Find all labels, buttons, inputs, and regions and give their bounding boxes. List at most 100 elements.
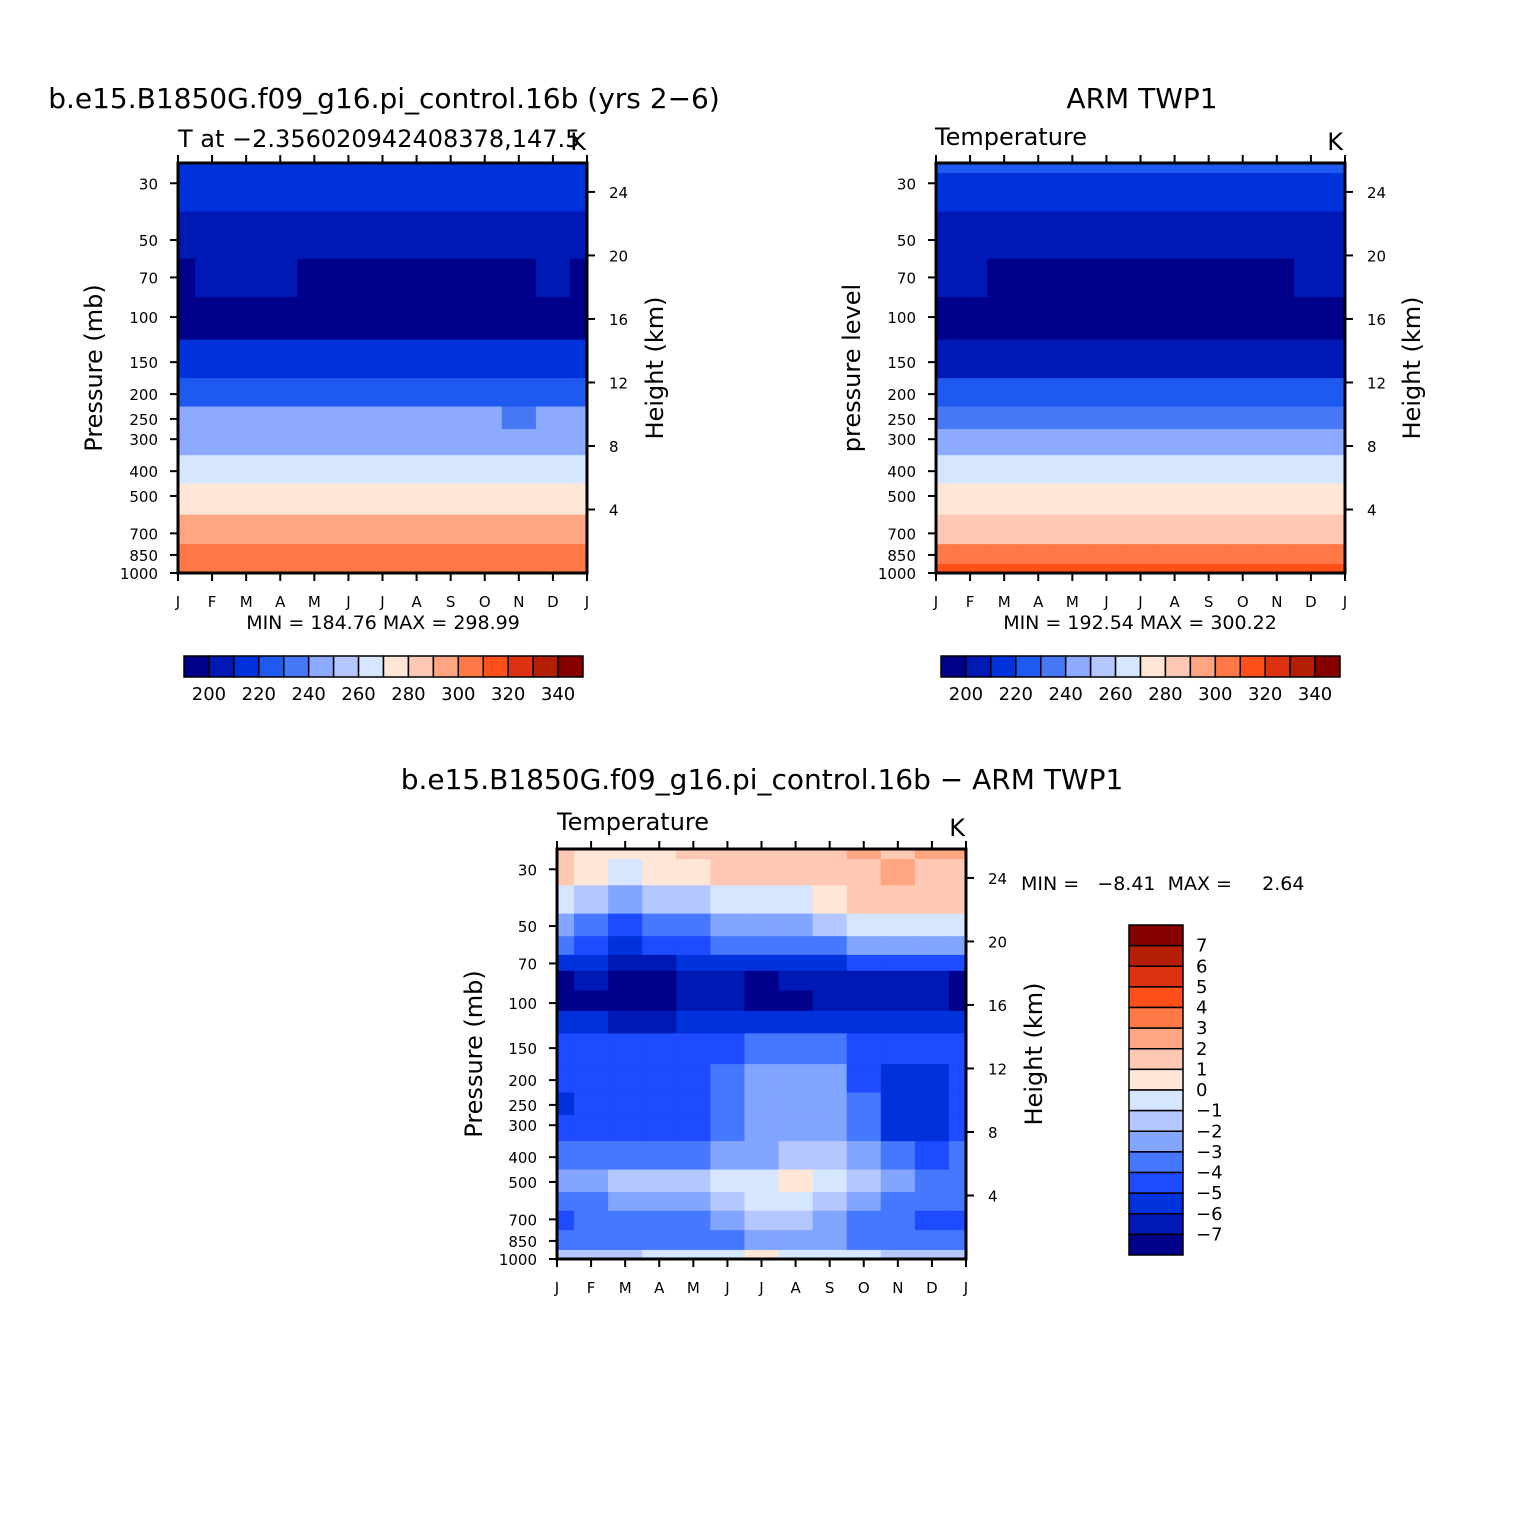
colorbar-box xyxy=(1128,1027,1184,1050)
colorbar-label: 340 xyxy=(541,684,575,705)
x-tick-label: J xyxy=(345,593,350,611)
heatmap-cell xyxy=(365,544,401,565)
colorbar-box xyxy=(940,655,967,678)
heatmap-cell xyxy=(744,1064,780,1094)
heatmap-cell xyxy=(846,1192,882,1212)
heatmap-cell xyxy=(948,936,967,956)
heatmap-cell xyxy=(433,173,469,213)
heatmap-cell xyxy=(1293,173,1329,213)
heatmap-cell xyxy=(467,211,503,260)
x-tick-label: J xyxy=(1137,593,1142,611)
colorbar-label: 260 xyxy=(341,684,375,705)
heatmap-cell xyxy=(778,1249,814,1260)
heatmap-cell xyxy=(229,163,264,174)
x-tick-label: O xyxy=(858,1279,870,1297)
y-tick-label: 30 xyxy=(518,861,537,879)
heatmap-cell xyxy=(778,1230,814,1251)
heatmap-cell xyxy=(948,954,967,972)
heatmap-cell xyxy=(880,1210,916,1231)
heatmap-cell xyxy=(953,339,988,379)
heatmap-cell xyxy=(744,1092,780,1116)
heatmap-cell xyxy=(501,378,537,408)
heatmap-cell xyxy=(880,913,916,937)
heatmap-cell xyxy=(676,1092,711,1116)
heatmap-cell xyxy=(365,339,401,379)
heatmap-cell xyxy=(195,455,230,485)
x-tick-label: S xyxy=(1204,593,1214,611)
heatmap-cell xyxy=(608,1115,643,1142)
heatmap-cell xyxy=(1089,339,1125,379)
heatmap-cell xyxy=(846,1092,882,1116)
heatmap-cell xyxy=(676,936,711,956)
heatmap-cell xyxy=(812,1249,848,1260)
x-tick-label: J xyxy=(758,1279,763,1297)
heatmap-cell xyxy=(297,339,332,379)
heatmap-cell xyxy=(574,885,609,915)
heatmap-cell xyxy=(433,163,469,174)
colorbar-box xyxy=(1128,1068,1184,1091)
heatmap-cell xyxy=(1327,544,1346,565)
heatmap-cell xyxy=(710,1033,746,1065)
heatmap-cell xyxy=(557,936,575,956)
heatmap-cell xyxy=(914,1010,950,1034)
heatmap-cell xyxy=(535,544,571,565)
heatmap-cell xyxy=(744,1210,780,1231)
heatmap-cell xyxy=(574,990,609,1012)
panel1-title: b.e15.B1850G.f09_g16.pi_control.16b (yrs… xyxy=(48,82,720,115)
heatmap-cell xyxy=(608,936,643,956)
heatmap-cell xyxy=(178,544,196,565)
heatmap-cell xyxy=(1157,173,1193,213)
colorbar-label: −1 xyxy=(1196,1101,1223,1122)
heatmap-cell xyxy=(297,544,332,565)
colorbar-label: 2 xyxy=(1196,1039,1207,1060)
y-tick-label: 1000 xyxy=(499,1251,537,1269)
heatmap-cell xyxy=(948,1169,967,1193)
colorbar-box xyxy=(283,655,310,678)
heatmap-cell xyxy=(1055,563,1090,574)
heatmap-cell xyxy=(229,173,264,213)
heatmap-cell xyxy=(1327,514,1346,545)
heatmap-cell xyxy=(914,954,950,972)
colorbar-box xyxy=(1040,655,1067,678)
panel2-plot: J F M A M J J A S O N D J 30 50 70 100 150 200 250 300 400 500… xyxy=(878,155,1386,611)
heatmap-cell xyxy=(1293,378,1329,408)
diff-title: b.e15.B1850G.f09_g16.pi_control.16b − AR… xyxy=(401,763,1124,796)
heatmap-cell xyxy=(812,859,848,886)
heatmap-cell xyxy=(987,163,1022,174)
heatmap-cell xyxy=(433,297,469,341)
heatmap-cell xyxy=(1157,211,1193,260)
heatmap-cell xyxy=(744,1141,780,1171)
heatmap-cell xyxy=(178,483,196,516)
heatmap-cell xyxy=(676,1169,711,1193)
heatmap-cell xyxy=(399,211,435,260)
heatmap-cell xyxy=(433,378,469,408)
heatmap-cell xyxy=(642,1010,677,1034)
y-tick-label: 30 xyxy=(897,175,916,193)
heatmap-cell xyxy=(229,339,264,379)
heatmap-cell xyxy=(778,936,814,956)
heatmap-cell xyxy=(569,258,588,298)
heatmap-cell xyxy=(1327,483,1346,516)
heatmap-cell xyxy=(948,1115,967,1142)
heatmap-cell xyxy=(676,1033,711,1065)
heatmap-cell xyxy=(1123,429,1159,456)
heatmap-cell xyxy=(710,1169,746,1193)
heatmap-cell xyxy=(1089,429,1125,456)
heatmap-cell xyxy=(710,990,746,1012)
heatmap-cell xyxy=(710,1141,746,1171)
heatmap-cell xyxy=(501,297,537,341)
heatmap-cell xyxy=(642,1092,677,1116)
heatmap-cell xyxy=(1259,211,1295,260)
heatmap-cell xyxy=(195,211,230,260)
heatmap-cell xyxy=(948,885,967,915)
heatmap-cell xyxy=(778,1169,814,1193)
heatmap-cell xyxy=(1191,544,1227,565)
heatmap-cell xyxy=(433,455,469,485)
heatmap-cell xyxy=(744,1169,780,1193)
heatmap-cell xyxy=(936,563,954,574)
panel3-minmax: MIN = −8.41 MAX = 2.64 xyxy=(1021,873,1304,895)
heatmap-cell xyxy=(467,455,503,485)
colorbar-label: 200 xyxy=(192,684,226,705)
heatmap-cell xyxy=(880,1064,916,1094)
heatmap-cell xyxy=(744,1033,780,1065)
